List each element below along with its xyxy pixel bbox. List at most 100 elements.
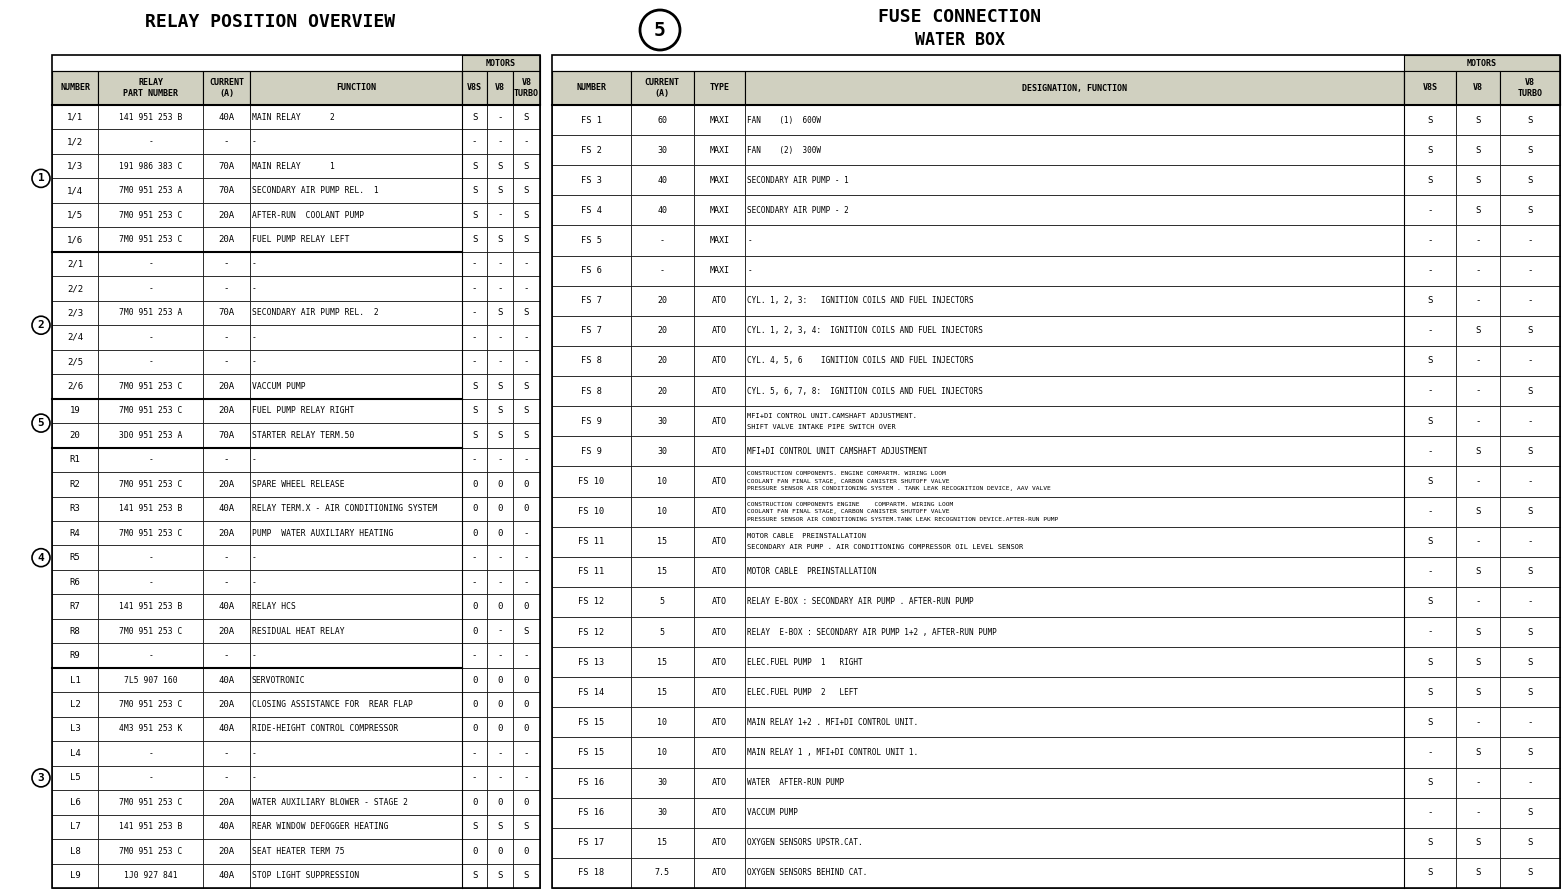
Bar [695,707,745,738]
Bar [745,587,1403,617]
Text: 2/5: 2/5 [67,357,83,366]
Text: -: - [472,578,477,587]
Text: S: S [472,406,477,415]
Bar [552,105,630,135]
Bar [630,497,695,527]
Bar [630,196,695,225]
Bar [630,346,695,376]
Text: -: - [1475,356,1480,365]
Bar [552,71,630,105]
Bar [99,741,204,765]
Bar [99,71,204,105]
Text: 20: 20 [657,296,668,305]
Bar [630,707,695,738]
Text: FS 11: FS 11 [579,538,604,547]
Text: -: - [497,773,503,782]
Bar [513,765,539,790]
Bar [249,521,463,546]
Bar [463,423,488,447]
Text: RIDE-HEIGHT CONTROL COMPRESSOR: RIDE-HEIGHT CONTROL COMPRESSOR [251,724,398,733]
Text: -: - [472,553,477,563]
Text: CURRENT
(A): CURRENT (A) [209,79,245,97]
Text: L4: L4 [71,749,80,758]
Text: R5: R5 [71,553,80,563]
Bar [552,376,630,406]
Bar [204,472,249,497]
Bar [488,546,513,570]
Text: -: - [472,333,477,342]
Bar [204,71,249,105]
Bar [99,546,204,570]
Bar [1403,376,1457,406]
Bar [1501,858,1560,888]
Text: S: S [497,382,503,391]
Text: S: S [472,235,477,244]
Bar [249,570,463,595]
Bar [695,346,745,376]
Text: 2/2: 2/2 [67,284,83,293]
Bar [52,374,99,398]
Text: SEAT HEATER TERM 75: SEAT HEATER TERM 75 [251,847,345,855]
Bar [99,179,204,203]
Text: -: - [472,308,477,318]
Text: -: - [524,260,528,269]
Bar [99,619,204,643]
Bar [488,374,513,398]
Text: -: - [1475,808,1480,817]
Text: 20: 20 [657,387,668,396]
Text: ATO: ATO [712,296,728,305]
Text: -: - [497,333,503,342]
Text: S: S [497,430,503,440]
Text: R4: R4 [71,529,80,538]
Text: -: - [224,260,229,269]
Bar [52,325,99,350]
Bar [552,677,630,707]
Bar [695,587,745,617]
Bar [552,437,630,466]
Text: L2: L2 [71,700,80,709]
Text: 40A: 40A [218,675,235,685]
Text: -: - [524,773,528,782]
Text: 1/2: 1/2 [67,138,83,146]
Text: S: S [1527,146,1532,154]
Bar [1457,165,1501,196]
Text: ATO: ATO [712,628,728,637]
Text: STOP LIGHT SUPPRESSION: STOP LIGHT SUPPRESSION [251,872,359,880]
Bar [745,286,1403,316]
Text: -: - [224,578,229,587]
Text: S: S [1475,628,1480,637]
Text: 40A: 40A [218,872,235,880]
Text: 40A: 40A [218,602,235,611]
Text: FS 9: FS 9 [580,446,602,455]
Bar [1501,196,1560,225]
Text: MFI+DI CONTROL UNIT.CAMSHAFT ADJUSTMENT.: MFI+DI CONTROL UNIT.CAMSHAFT ADJUSTMENT. [748,413,917,419]
Bar [99,595,204,619]
Bar [1501,707,1560,738]
Text: S: S [1427,176,1433,185]
Bar [204,203,249,228]
Text: L7: L7 [71,822,80,831]
Text: 7M0 951 253 C: 7M0 951 253 C [119,211,182,220]
Bar [204,398,249,423]
Text: OXYGEN SENSORS UPSTR.CAT.: OXYGEN SENSORS UPSTR.CAT. [748,839,862,847]
Text: 0: 0 [497,602,503,611]
Bar [552,858,630,888]
Bar [463,741,488,765]
Bar [695,437,745,466]
Bar [52,497,99,521]
Bar [249,423,463,447]
Bar [552,768,630,797]
Bar [1501,466,1560,497]
Bar [1403,165,1457,196]
Bar [463,129,488,154]
Text: 7M0 951 253 C: 7M0 951 253 C [119,700,182,709]
Bar [204,546,249,570]
Text: 20: 20 [657,326,668,336]
Text: 40: 40 [657,176,668,185]
Bar [463,203,488,228]
Bar [513,398,539,423]
Circle shape [31,170,50,188]
Text: S: S [472,162,477,171]
Text: S: S [1475,657,1480,667]
Bar [463,521,488,546]
